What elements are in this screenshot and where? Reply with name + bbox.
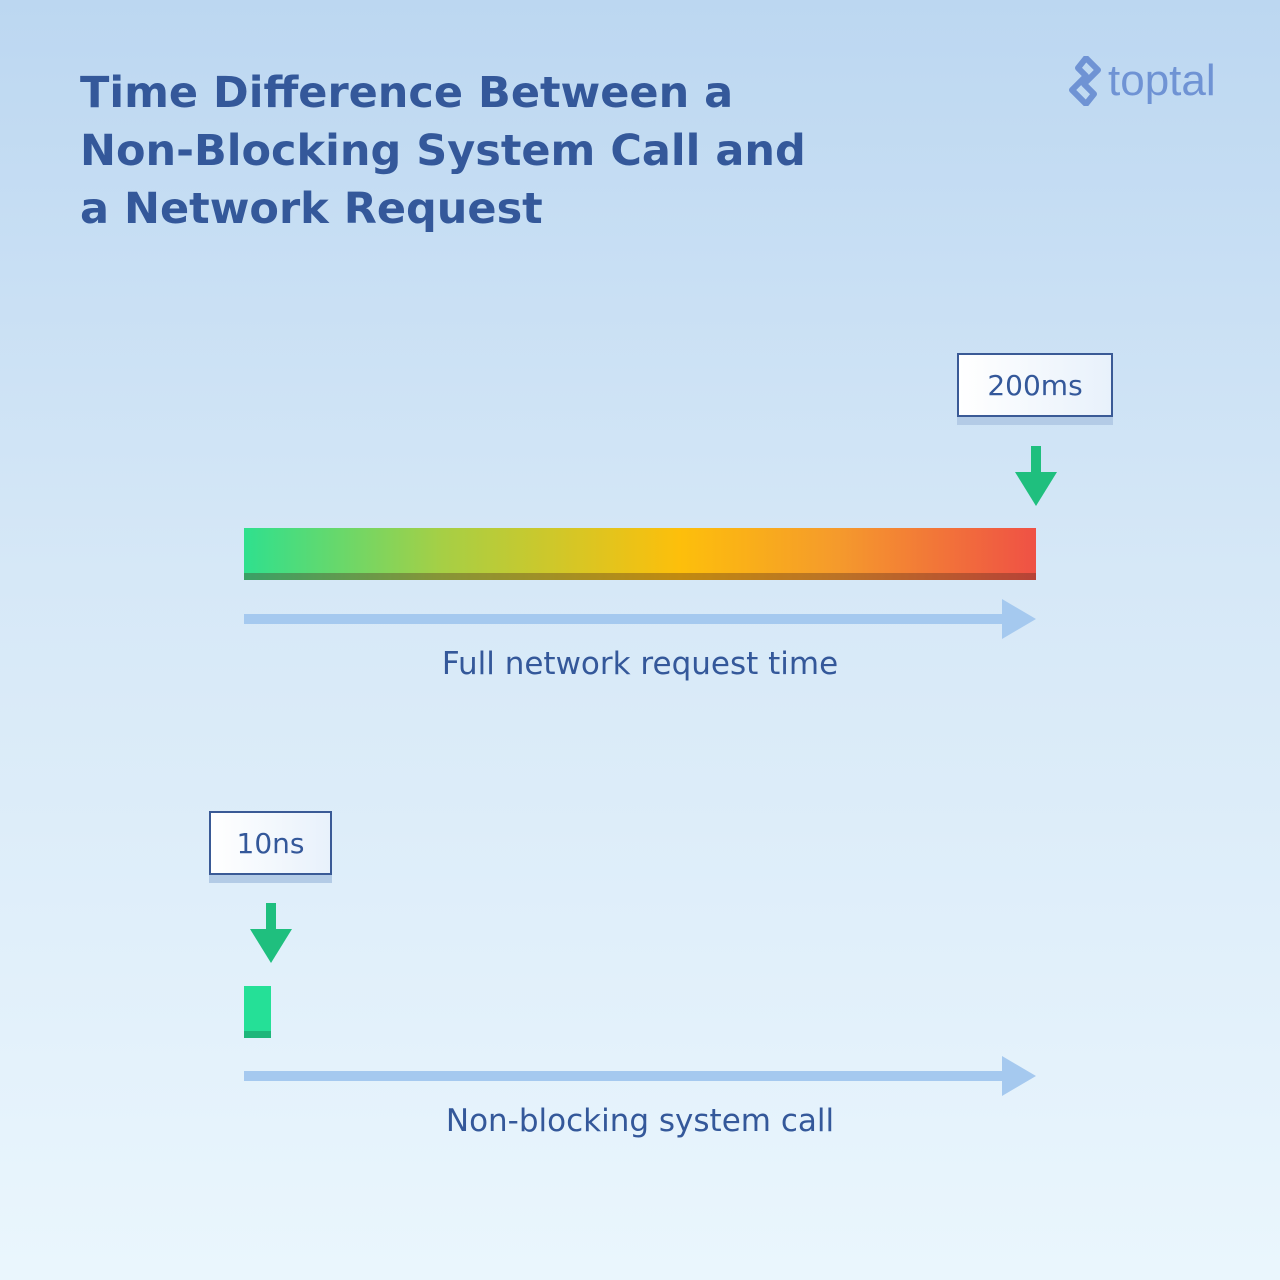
syscall-caption: Non-blocking system call [445, 1103, 835, 1139]
network-caption: Full network request time [441, 646, 839, 682]
logo-text: toptal [1108, 56, 1216, 105]
axis-arrowhead-icon [1002, 599, 1036, 639]
syscall-time-label: 10ns [209, 811, 332, 875]
page-title: Time Difference Between a Non-Blocking S… [80, 68, 806, 234]
network-timeline-axis [244, 614, 1004, 624]
toptal-logo-icon [1069, 56, 1101, 106]
syscall-timeline-axis [244, 1071, 1004, 1081]
syscall-bar [244, 986, 271, 1038]
arrow-down-icon [1015, 446, 1057, 506]
arrow-down-icon [250, 903, 292, 963]
toptal-logo: toptal [1068, 56, 1216, 106]
network-time-label: 200ms [957, 353, 1113, 417]
network-request-bar [244, 528, 1036, 580]
axis-arrowhead-icon [1002, 1056, 1036, 1096]
